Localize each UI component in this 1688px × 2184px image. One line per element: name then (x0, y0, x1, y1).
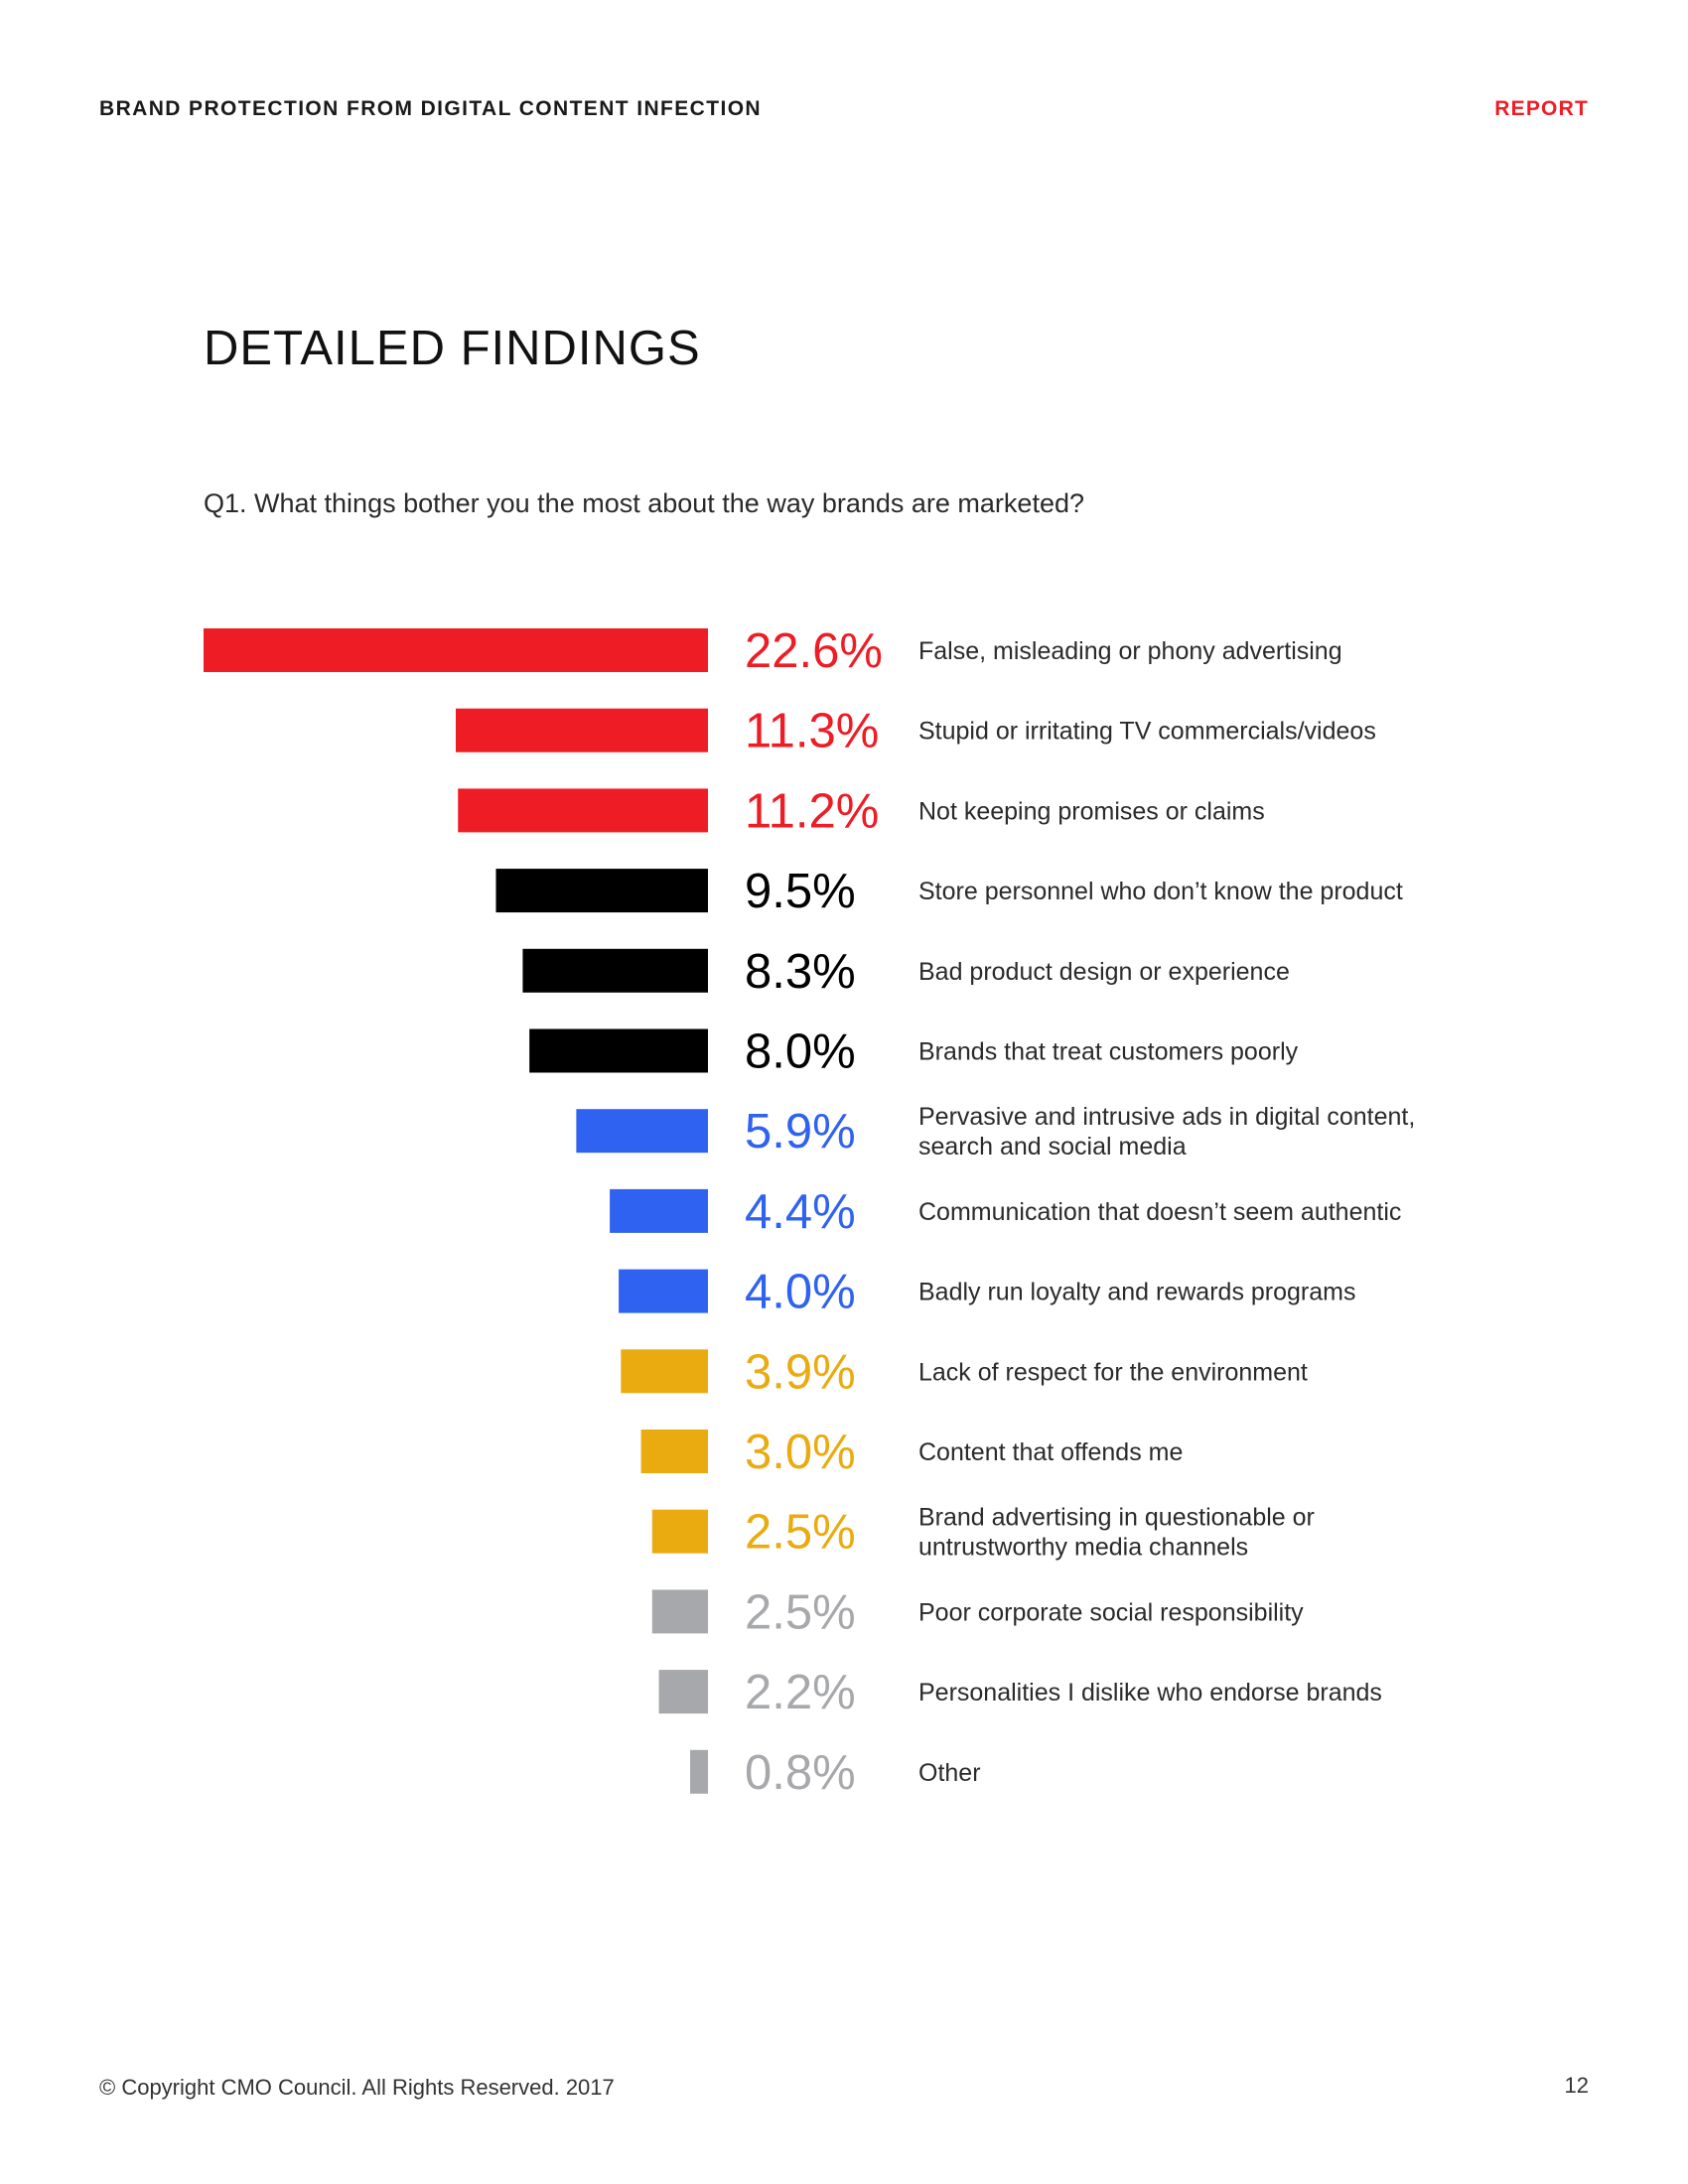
value-label: 2.5% (745, 1585, 856, 1639)
bar-row: 2.2% Personalities I dislike who endorse … (658, 1666, 1382, 1719)
category-label: Brands that treat customers poorly (918, 1038, 1299, 1066)
value-label: 8.0% (745, 1025, 856, 1079)
value-label: 9.5% (745, 865, 856, 918)
bar (529, 1028, 708, 1073)
copyright-notice: © Copyright CMO Council. All Rights Rese… (99, 2075, 615, 2100)
category-label: Bad product design or experience (918, 958, 1290, 986)
bar (651, 1589, 708, 1634)
bar-row: 3.9% Lack of respect for the environment (621, 1345, 1308, 1399)
bar (495, 869, 708, 913)
report-series-title: BRAND PROTECTION FROM DIGITAL CONTENT IN… (99, 97, 762, 120)
value-label: 3.9% (745, 1345, 856, 1399)
bar-row: 22.6% False, misleading or phony advertis… (204, 624, 1342, 678)
value-label: 8.3% (745, 945, 856, 999)
section-title: DETAILED FINDINGS (204, 322, 701, 375)
bar (576, 1109, 708, 1154)
bar (621, 1349, 708, 1394)
category-label: Lack of respect for the environment (918, 1358, 1308, 1386)
value-label: 11.2% (745, 784, 879, 838)
value-label: 22.6% (745, 624, 883, 678)
bar-row: 2.5% Poor corporate social responsibility (651, 1585, 1304, 1639)
category-label: Brand advertising in questionable or (918, 1504, 1315, 1532)
category-label: Other (918, 1759, 981, 1787)
category-label: Pervasive and intrusive ads in digital c… (918, 1103, 1415, 1131)
category-label: untrustworthy media channels (918, 1534, 1248, 1562)
bar-chart: 22.6% False, misleading or phony advertis… (204, 624, 1415, 1800)
page-number: 12 (1564, 2073, 1589, 2098)
category-label: False, misleading or phony advertising (918, 637, 1342, 665)
bar-row: 8.3% Bad product design or experience (522, 945, 1290, 999)
bar-row: 2.5% Brand advertising in questionable or… (651, 1504, 1315, 1562)
category-label: Not keeping promises or claims (918, 797, 1265, 825)
bar (651, 1509, 708, 1554)
survey-question: Q1. What things bother you the most abou… (204, 488, 1084, 518)
bar-row: 5.9% Pervasive and intrusive ads in digit… (576, 1103, 1415, 1160)
bar (522, 948, 708, 993)
bar-row: 4.0% Badly run loyalty and rewards progra… (619, 1266, 1355, 1319)
value-label: 3.0% (745, 1426, 856, 1479)
value-label: 11.3% (745, 705, 879, 758)
bar-row: 9.5% Store personnel who don’t know the p… (495, 865, 1403, 918)
value-label: 2.5% (745, 1506, 856, 1560)
category-label: Communication that doesn’t seem authenti… (918, 1198, 1401, 1226)
category-label: search and social media (918, 1133, 1187, 1160)
value-label: 4.4% (745, 1185, 856, 1239)
bar (690, 1749, 708, 1794)
bar (640, 1430, 708, 1473)
bar (658, 1670, 708, 1714)
value-label: 4.0% (745, 1266, 856, 1319)
bar-row: 0.8% Other (690, 1746, 981, 1800)
report-label: REPORT (1494, 97, 1589, 120)
category-label: Store personnel who don’t know the produ… (918, 878, 1403, 905)
category-label: Badly run loyalty and rewards programs (918, 1279, 1355, 1306)
bar (456, 708, 708, 752)
bar (610, 1188, 708, 1233)
bar-row: 11.2% Not keeping promises or claims (458, 784, 1265, 838)
bar (458, 788, 708, 833)
category-label: Content that offends me (918, 1438, 1183, 1466)
bar-row: 8.0% Brands that treat customers poorly (529, 1025, 1299, 1079)
category-label: Stupid or irritating TV commercials/vide… (918, 718, 1376, 746)
bar-row: 4.4% Communication that doesn’t seem auth… (610, 1185, 1401, 1239)
bar (204, 628, 708, 672)
category-label: Personalities I dislike who endorse bran… (918, 1679, 1382, 1706)
value-label: 2.2% (745, 1666, 856, 1719)
value-label: 5.9% (745, 1105, 856, 1159)
category-label: Poor corporate social responsibility (918, 1598, 1304, 1626)
bar-row: 11.3% Stupid or irritating TV commercials… (456, 705, 1376, 758)
bar-row: 3.0% Content that offends me (640, 1426, 1183, 1479)
bar (619, 1269, 708, 1313)
value-label: 0.8% (745, 1746, 856, 1800)
